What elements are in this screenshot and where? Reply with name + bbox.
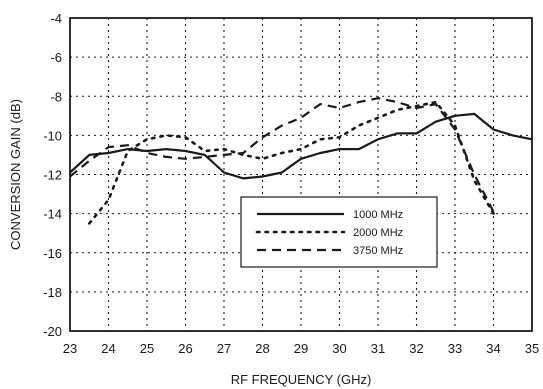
x-tick-label: 24 [101,341,115,356]
tick-layer: 23 24 25 26 27 28 29 30 31 32 33 34 35 -20 -18 -16 -14 -1… [43,11,539,356]
x-axis-title: RF FREQUENCY (GHz) [231,372,372,387]
x-tick-label: 33 [448,341,462,356]
y-tick-label: -4 [50,11,62,26]
legend-label-3750mhz: 3750 MHz [353,245,403,257]
legend: 1000 MHz 2000 MHz 3750 MHz [240,196,438,268]
legend-label-1000mhz: 1000 MHz [353,209,403,221]
x-tick-label: 23 [63,341,77,356]
y-tick-label: -12 [43,168,62,183]
x-tick-label: 31 [371,341,385,356]
legend-box [240,196,438,268]
x-tick-label: 28 [255,341,269,356]
y-tick-label: -20 [43,324,62,339]
series-line-3750mhz [69,97,495,213]
legend-label-2000mhz: 2000 MHz [353,227,403,239]
x-tick-label: 34 [486,341,500,356]
x-tick-label: 35 [525,341,539,356]
x-tick-label: 29 [294,341,308,356]
x-tick-label: 32 [409,341,423,356]
series-line-1000mhz [69,112,533,180]
x-tick-label: 26 [178,341,192,356]
y-axis-title: CONVERSION GAIN (dB) [8,99,23,250]
x-tick-label: 30 [332,341,346,356]
y-tick-label: -6 [50,50,62,65]
y-tick-label: -8 [50,89,62,104]
grid-layer [70,18,532,331]
y-tick-label: -10 [43,128,62,143]
y-tick-label: -14 [43,207,62,222]
plot-frame [69,17,533,332]
x-tick-label: 27 [217,341,231,356]
series-line-2000mhz [88,100,495,225]
series-layer [69,97,533,225]
x-tick-label: 25 [140,341,154,356]
y-tick-label: -16 [43,246,62,261]
y-tick-label: -18 [43,285,62,300]
